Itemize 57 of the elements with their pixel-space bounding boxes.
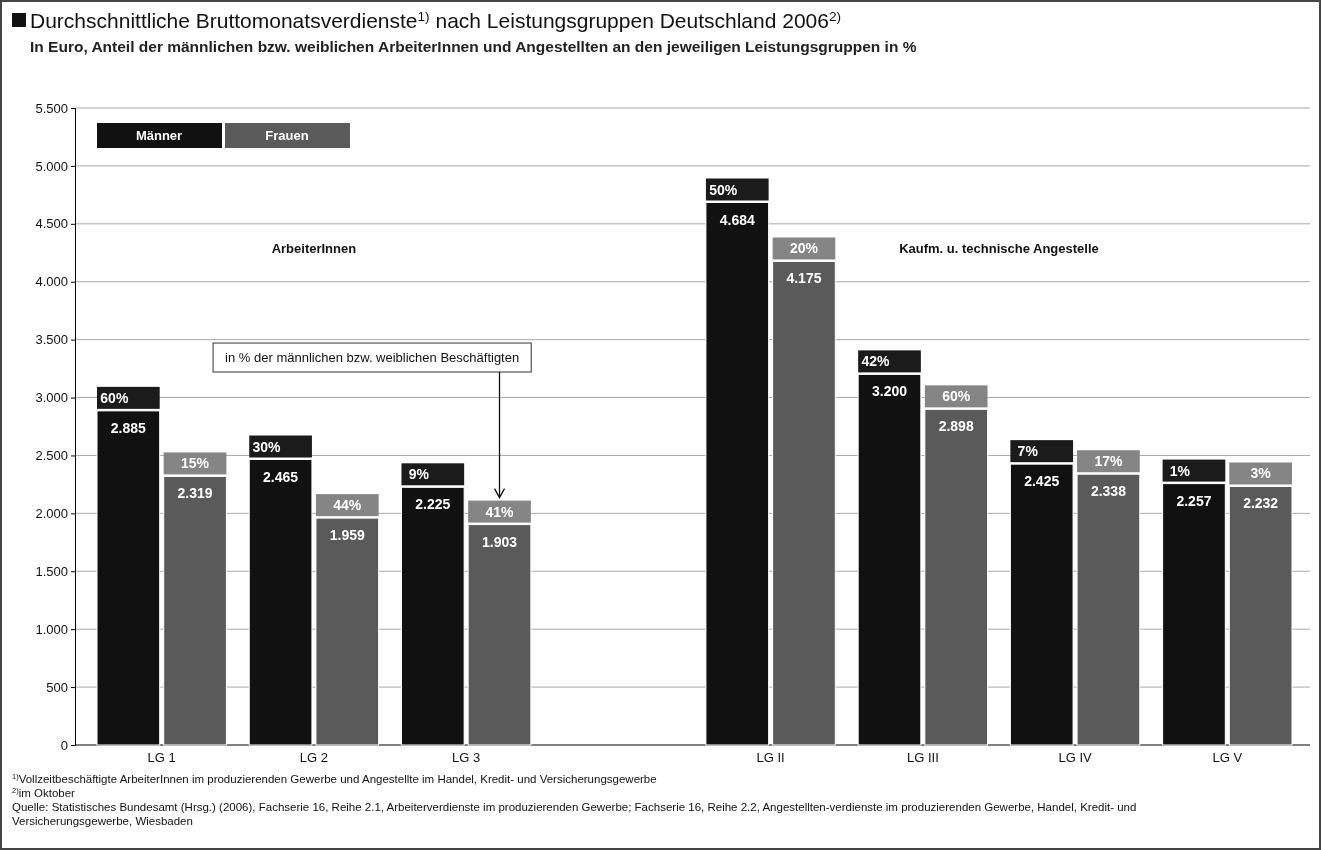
data-label: 1.903 — [481, 533, 518, 550]
x-tick-label: LG II — [756, 750, 785, 766]
data-label: 2.338 — [1090, 483, 1127, 500]
data-label: 1.959 — [329, 527, 365, 544]
annotation: Kaufm. u. technische Angestelle — [899, 240, 1099, 256]
y-tick-label: 2.500 — [35, 448, 68, 464]
text: $^{1)}$Vollzeitbeschäftigte ArbeiterInnen im produzierenden Gewerbe und Angestellte im Handel, Kredit- und Versicherungsgewerbe — [12, 771, 657, 785]
annotation: in % der männlichen bzw. weiblichen Beschäftigten — [225, 350, 520, 366]
chart-subtitle: In Euro, Anteil der männlichen bzw. weiblichen ArbeiterInnen und Angestellten an den jeweiligen Leistungsgruppen in % — [30, 38, 917, 55]
data-label: 2.319 — [177, 485, 213, 502]
data-label: 2.898 — [938, 418, 974, 435]
x-tick-label: LG 3 — [452, 750, 481, 766]
y-tick-label: 500 — [46, 679, 68, 695]
data-label: 2.885 — [110, 419, 147, 436]
annotation: 3% — [1250, 465, 1272, 482]
text: Männer — [135, 128, 183, 143]
data-label: 2.232 — [1243, 495, 1279, 512]
data-label: 2.257 — [1176, 492, 1212, 509]
y-tick-label: 2.000 — [35, 506, 68, 522]
annotation: 60% — [100, 389, 129, 406]
data-label: 2.425 — [1024, 473, 1060, 490]
annotation: 9% — [408, 466, 430, 483]
y-tick-label: 3.500 — [35, 332, 68, 348]
x-tick-label: LG V — [1212, 750, 1243, 766]
annotation: 15% — [181, 455, 210, 472]
data-label: 2.465 — [263, 468, 299, 485]
y-tick-label: 5.000 — [35, 158, 68, 174]
x-tick-label: LG III — [906, 750, 939, 766]
text: Frauen — [265, 128, 309, 143]
annotation: 60% — [942, 388, 971, 405]
y-tick-label: 3.000 — [35, 390, 68, 406]
data-label: 4.684 — [719, 211, 755, 228]
y-tick-label: 1.000 — [35, 621, 68, 637]
annotation: 1% — [1169, 462, 1191, 479]
annotation: ArbeiterInnen — [271, 240, 357, 256]
annotation: 7% — [1017, 443, 1039, 460]
y-tick-label: 5.500 — [35, 100, 68, 116]
annotation: 50% — [709, 181, 738, 198]
x-tick-label: LG IV — [1058, 750, 1093, 766]
annotation: 17% — [1094, 453, 1123, 470]
y-tick-label: 1.500 — [35, 563, 68, 579]
text: $^{2)}$im Oktober — [12, 785, 76, 799]
y-tick-label: 0 — [60, 737, 68, 753]
data-label: 3.200 — [871, 383, 908, 400]
y-tick-label: 4.500 — [35, 216, 68, 232]
x-tick-label: LG 2 — [299, 750, 329, 766]
data-label: 4.175 — [786, 270, 822, 287]
annotation: 20% — [789, 240, 819, 257]
annotation: 30% — [252, 438, 282, 455]
annotation: 42% — [861, 353, 891, 370]
source-note: Quelle: Statistisches Bundesamt (Hrsg.) (2006), Fachserie 16, Reihe 2.1, Arbeiterverdienste im produzierenden Gewerbe; Fachserie 16, Reihe 2.2, Angestellten-verdienste im produzierenden Gewerbe, Handel, Kredit- und Versicherungsgewerbe, Wiesbaden — [12, 801, 1137, 827]
y-tick-label: 4.000 — [35, 274, 68, 290]
chart-title: Durchschnittliche Bruttomonatsverdienste$^{1)}$ nach Leistungsgruppen Deutschland 2006$^{2)}$ — [30, 8, 842, 32]
annotation: 41% — [485, 503, 515, 520]
annotation: 44% — [333, 497, 362, 514]
x-tick-label: LG 1 — [147, 750, 176, 766]
data-label: 2.225 — [415, 496, 451, 513]
